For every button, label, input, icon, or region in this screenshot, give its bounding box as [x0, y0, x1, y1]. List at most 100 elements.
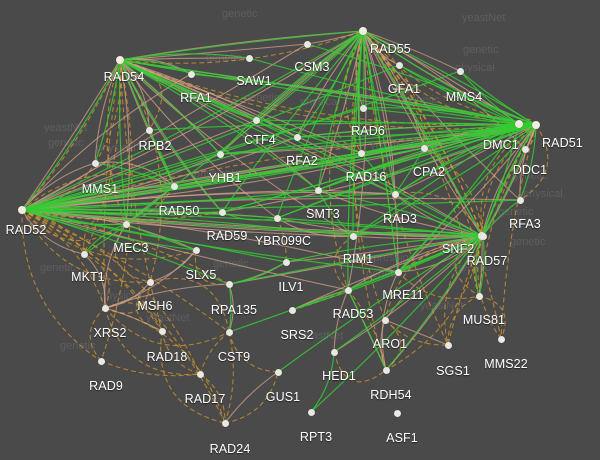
graph-node-mms4[interactable]	[456, 67, 464, 75]
edge-coexpression	[119, 59, 298, 138]
graph-node-rpb2[interactable]	[145, 126, 153, 134]
edge-physical	[21, 59, 121, 211]
graph-node-rfa3[interactable]	[516, 196, 524, 204]
graph-node-rfa1[interactable]	[187, 70, 195, 78]
edge-coexpression	[21, 209, 230, 285]
edge-coexpression	[310, 235, 483, 413]
edge-physical	[317, 189, 483, 237]
edge-coexpression	[352, 30, 364, 237]
edge-physical	[21, 119, 257, 211]
edge-physical	[83, 253, 106, 309]
edge-coexpression	[119, 59, 223, 213]
edge-physical	[119, 59, 354, 237]
graph-node-rad3[interactable]	[391, 190, 399, 198]
graph-node-rad6[interactable]	[359, 104, 367, 112]
graph-node-saw1[interactable]	[245, 54, 253, 62]
edge-coexpression	[94, 59, 121, 164]
graph-node-sgs1[interactable]	[444, 341, 452, 349]
graph-node-rad16[interactable]	[357, 149, 365, 157]
edge-coexpression	[119, 59, 175, 187]
edge-coexpression	[119, 59, 483, 237]
edge-genetic	[444, 235, 483, 346]
edge-coexpression	[219, 30, 364, 155]
graph-node-ybr099c[interactable]	[273, 214, 281, 222]
edge-coexpression	[481, 148, 526, 237]
edge-genetic	[160, 330, 226, 424]
edge-coexpression	[398, 64, 537, 126]
edge-coexpression	[21, 59, 121, 211]
graph-node-rad9[interactable]	[97, 357, 105, 365]
edge-coexpression	[221, 211, 278, 221]
graph-node-cst9[interactable]	[225, 328, 233, 336]
graph-node-rad24[interactable]	[221, 419, 229, 427]
graph-node-rad17[interactable]	[196, 370, 204, 378]
edge-genetic	[21, 209, 226, 424]
graph-node-xrs2[interactable]	[101, 304, 109, 312]
edge-coexpression	[394, 147, 425, 195]
graph-node-msh6[interactable]	[146, 278, 154, 286]
graph-node-rpa135[interactable]	[225, 280, 233, 288]
graph-node-mms22[interactable]	[497, 335, 505, 343]
graph-node-rad57[interactable]	[479, 232, 487, 240]
graph-node-rad59[interactable]	[218, 208, 226, 216]
graph-node-rad18[interactable]	[158, 327, 166, 335]
graph-node-ddc1[interactable]	[521, 145, 529, 153]
graph-node-mec3[interactable]	[122, 220, 130, 228]
edge-genetic	[100, 59, 133, 362]
edge-genetic	[104, 281, 151, 314]
graph-node-rfa2[interactable]	[293, 133, 301, 141]
graph-node-smt3[interactable]	[314, 186, 322, 194]
edge-coexpression	[362, 30, 520, 125]
edge-coexpression	[21, 64, 400, 211]
graph-node-yhb1[interactable]	[216, 150, 224, 158]
graph-node-rdh54[interactable]	[382, 366, 390, 374]
graph-node-ctf4[interactable]	[252, 116, 260, 124]
graph-node-rad54[interactable]	[116, 56, 124, 64]
edge-coexpression	[385, 235, 483, 371]
graph-node-mkt1[interactable]	[80, 250, 88, 258]
graph-node-rim1[interactable]	[349, 232, 357, 240]
graph-node-srs2[interactable]	[288, 306, 296, 314]
edge-coexpression	[21, 209, 278, 219]
edge-physical	[104, 307, 163, 332]
edge-physical	[347, 235, 483, 291]
graph-node-rpt3[interactable]	[307, 408, 315, 416]
edge-physical	[276, 217, 354, 238]
graph-node-hed1[interactable]	[330, 348, 338, 356]
edge-physical	[119, 43, 308, 61]
edge-coexpression	[276, 217, 483, 237]
edge-genetic	[21, 209, 230, 333]
graph-node-dmc1[interactable]	[515, 120, 523, 128]
edge-coexpression	[360, 152, 396, 195]
graph-node-aro1[interactable]	[381, 316, 389, 324]
edge-genetic	[500, 124, 537, 340]
graph-node-rad53[interactable]	[344, 286, 352, 294]
graph-node-mus81[interactable]	[475, 292, 483, 300]
graph-node-mms1[interactable]	[91, 159, 99, 167]
graph-node-mre11[interactable]	[394, 268, 402, 276]
graph-node-rad55[interactable]	[359, 27, 367, 35]
edge-genetic	[447, 124, 537, 346]
graph-node-rad52[interactable]	[18, 206, 26, 214]
edge-coexpression	[333, 235, 483, 353]
graph-node-ilv1[interactable]	[282, 258, 290, 266]
graph-node-asf1[interactable]	[393, 409, 401, 417]
edge-genetic	[83, 218, 127, 255]
graph-node-csm3[interactable]	[303, 40, 311, 48]
edge-coexpression	[296, 123, 520, 138]
edge-physical	[119, 59, 362, 154]
edge-physical	[94, 161, 175, 187]
graph-node-gus1[interactable]	[274, 368, 282, 376]
edge-genetic	[103, 59, 121, 309]
edge-genetic	[397, 271, 480, 300]
graph-node-rad50[interactable]	[170, 182, 178, 190]
edge-coexpression	[394, 193, 483, 237]
edge-physical	[21, 209, 354, 237]
edge-genetic	[199, 373, 226, 424]
edge-coexpression	[21, 185, 175, 211]
graph-node-slx5[interactable]	[192, 246, 200, 254]
graph-node-rad51[interactable]	[532, 121, 540, 129]
graph-node-cpa2[interactable]	[420, 144, 428, 152]
graph-node-gfa1[interactable]	[395, 61, 403, 69]
